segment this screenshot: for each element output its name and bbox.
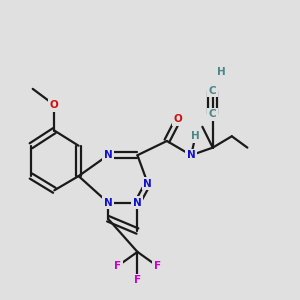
Text: F: F bbox=[114, 261, 121, 271]
Text: O: O bbox=[50, 100, 59, 110]
Text: N: N bbox=[143, 179, 152, 189]
Text: N: N bbox=[187, 150, 196, 160]
Text: O: O bbox=[174, 114, 182, 124]
Text: F: F bbox=[154, 261, 161, 271]
Text: F: F bbox=[134, 275, 141, 285]
Text: C: C bbox=[209, 110, 217, 119]
Text: N: N bbox=[133, 198, 142, 208]
Text: H: H bbox=[191, 131, 200, 141]
Text: C: C bbox=[209, 86, 217, 96]
Text: H: H bbox=[217, 67, 226, 77]
Text: N: N bbox=[103, 198, 112, 208]
Text: N: N bbox=[103, 150, 112, 160]
